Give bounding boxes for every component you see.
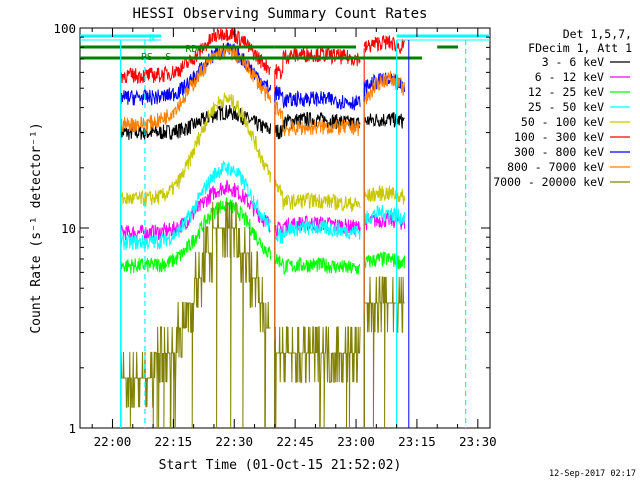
series-segment bbox=[274, 253, 361, 275]
x-tick-label: 23:30 bbox=[459, 434, 497, 449]
x-tick-label: 23:15 bbox=[398, 434, 436, 449]
series-segment bbox=[363, 204, 406, 226]
series-segment bbox=[274, 85, 361, 111]
series-segment bbox=[120, 104, 272, 141]
series-segment bbox=[274, 326, 361, 429]
flag-label: RD0 bbox=[186, 44, 204, 55]
series-segment bbox=[120, 180, 271, 241]
x-tick-label: 22:00 bbox=[94, 434, 132, 449]
y-axis-label: Count Rate (s⁻¹ detector⁻¹) bbox=[29, 122, 44, 333]
series-segment bbox=[274, 179, 361, 213]
legend-item-label: 100 - 300 keV bbox=[514, 130, 604, 144]
series-segment bbox=[363, 251, 406, 270]
series-segment bbox=[120, 27, 271, 85]
legend-item-label: 6 - 12 keV bbox=[535, 70, 604, 84]
x-tick-label: 22:15 bbox=[155, 434, 193, 449]
series-segment bbox=[274, 101, 361, 137]
series-segment bbox=[120, 43, 272, 133]
chart-title: HESSI Observing Summary Count Rates bbox=[132, 6, 427, 22]
series-segment bbox=[363, 35, 406, 54]
y-tick-label: 1 bbox=[68, 421, 76, 436]
flag-label: S bbox=[165, 52, 171, 63]
series-segment bbox=[363, 112, 405, 129]
legend-header-line-1: Det 1,5,7, bbox=[563, 27, 632, 41]
series-segment bbox=[120, 197, 272, 274]
x-tick-label: 22:45 bbox=[276, 434, 314, 449]
series-segment bbox=[274, 111, 361, 140]
series-segment bbox=[363, 185, 406, 205]
legend-item-label: 50 - 100 keV bbox=[521, 115, 604, 129]
series-segment bbox=[120, 160, 272, 251]
series-segment bbox=[274, 46, 361, 80]
flag-label: N bbox=[149, 33, 155, 44]
series-layer bbox=[120, 27, 406, 429]
x-tick-label: 23:00 bbox=[337, 434, 375, 449]
legend-item-label: 3 - 6 keV bbox=[542, 55, 604, 69]
axis-layer: 22:00 22:15 22:30 22:45 23:00 23:15 23:30 1 10 10… bbox=[53, 21, 496, 449]
y-tick-label: 10 bbox=[61, 221, 76, 236]
series-segment bbox=[120, 201, 271, 429]
x-tick-label: 22:30 bbox=[215, 434, 253, 449]
x-axis-label: Start Time (01-Oct-15 21:52:02) bbox=[159, 458, 402, 473]
legend-header-line-2: FDecim 1, Att 1 bbox=[528, 41, 632, 55]
flag-label: PS bbox=[141, 52, 153, 63]
series-segment bbox=[120, 92, 272, 207]
series-segment bbox=[363, 71, 406, 107]
series-segment bbox=[274, 219, 361, 244]
legend-item-label: 25 - 50 keV bbox=[528, 100, 604, 114]
footer-date: 12-Sep-2017 02:17 bbox=[549, 469, 636, 479]
legend-item-label: 7000 - 20000 keV bbox=[493, 175, 604, 189]
y-tick-label: 100 bbox=[53, 21, 76, 36]
legend-item-label: 300 - 800 keV bbox=[514, 145, 604, 159]
series-segment bbox=[364, 276, 405, 429]
flag-layer: N RD0 PS S bbox=[80, 33, 490, 428]
legend-item-label: 12 - 25 keV bbox=[528, 85, 604, 99]
legend-item-label: 800 - 7000 keV bbox=[507, 160, 604, 174]
